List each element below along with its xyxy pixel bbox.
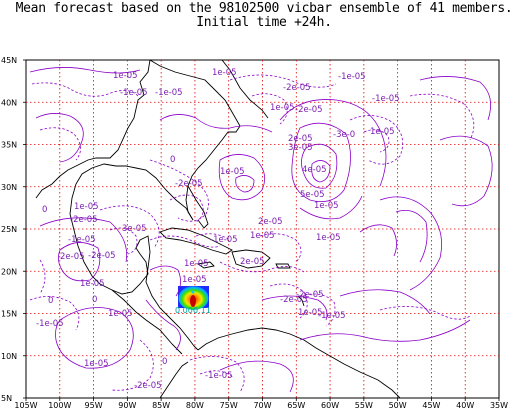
- contour-label: 1e-05: [250, 231, 275, 241]
- contour-label: -1e-05: [210, 235, 238, 245]
- contour-label: -1e-05: [155, 88, 183, 98]
- lat-tick-label: 45N: [1, 56, 17, 65]
- lon-tick-label: 40W: [456, 401, 474, 410]
- contour-labels: 1e-05 1e-05-1e-05 -1e-05-1e-05-2e-05-1e-05…: [36, 68, 400, 391]
- lon-tick-label: 105W: [14, 401, 37, 410]
- contour-label: 0: [92, 295, 97, 305]
- contour-label: -1e-05: [120, 88, 148, 98]
- lon-tick-label: 45W: [422, 401, 440, 410]
- shade-label-high: 0.11: [193, 306, 211, 315]
- contour-label: -2e-05: [134, 381, 162, 391]
- latitude-tick-labels: 45N 40N 35N 30N 25N 20N 15N 10N 5N: [1, 56, 26, 403]
- lon-tick-label: 35W: [490, 401, 508, 410]
- lat-lon-grid: [26, 60, 499, 398]
- lon-tick-label: 95W: [85, 401, 103, 410]
- lon-tick-label: 55W: [355, 401, 373, 410]
- coastlines: [35, 60, 401, 398]
- lat-tick-label: 10N: [1, 352, 17, 361]
- contour-label: 2e-05: [240, 257, 265, 267]
- contour-label: 2e-05: [60, 252, 85, 262]
- contour-label: 2e-05: [288, 134, 313, 144]
- contour-label: 0: [170, 155, 175, 165]
- contour-label: 1e-05: [84, 359, 109, 369]
- lat-tick-label: 40N: [1, 98, 17, 107]
- contour-label: 1e-05: [74, 202, 99, 212]
- contour-label: 1e-05: [220, 167, 245, 177]
- contour-label: -1e-05: [36, 319, 64, 329]
- map-subtitle: Initial time +24h.: [196, 15, 332, 30]
- contour-label: 4e-05: [302, 165, 327, 175]
- lon-tick-label: 75W: [220, 401, 238, 410]
- contour-label: -1e-05: [338, 72, 366, 82]
- contour-label: 2e-05: [258, 217, 283, 227]
- contour-label: -1e-05: [205, 371, 233, 381]
- contour-label: -2e-05: [283, 83, 311, 93]
- lon-tick-label: 65W: [287, 401, 305, 410]
- lon-tick-label: 100W: [48, 401, 71, 410]
- contour-label: -2e-05: [296, 290, 324, 300]
- shade-label-low: 0.00: [175, 306, 193, 315]
- contour-label: 3e-05: [122, 224, 147, 234]
- contour-label: 1e-05: [184, 259, 209, 269]
- contour-label: 0: [42, 205, 47, 215]
- contour-label: -2e-05: [70, 215, 98, 225]
- longitude-tick-labels: 105W 100W 95W 90W 85W 80W 75W 70W 65W 60W 55W 50W 45…: [14, 398, 508, 410]
- contour-label: 1e-05: [113, 71, 138, 81]
- contour-label: 0: [48, 296, 53, 306]
- lon-tick-label: 50W: [389, 401, 407, 410]
- contour-label: 1e-05: [316, 233, 341, 243]
- negative-contour-lines: [29, 74, 475, 393]
- contour-label: 1e-05: [182, 275, 207, 285]
- lon-tick-label: 80W: [186, 401, 204, 410]
- lat-tick-label: 15N: [1, 310, 17, 319]
- lon-tick-label: 60W: [321, 401, 339, 410]
- lat-tick-label: 35N: [1, 141, 17, 150]
- contour-label: 0: [162, 357, 167, 367]
- contour-label: -2e-05: [88, 251, 116, 261]
- contour-label: 1e-05: [108, 309, 133, 319]
- contour-label: 1e-05: [80, 279, 105, 289]
- contour-label: 1e-05: [212, 68, 237, 78]
- lat-tick-label: 5N: [1, 394, 12, 403]
- contour-label: -3e-0: [333, 130, 355, 140]
- lat-tick-label: 25N: [1, 225, 17, 234]
- contour-lines: [29, 67, 493, 393]
- contour-label: 1e-05: [314, 201, 339, 211]
- lon-tick-label: 90W: [118, 401, 136, 410]
- lon-tick-label: 85W: [152, 401, 170, 410]
- contour-label: 5e-05: [300, 190, 325, 200]
- lon-tick-label: 70W: [253, 401, 271, 410]
- contour-label: -1e-05: [372, 94, 400, 104]
- map-title: Mean forecast based on the 98102500 vicb…: [15, 1, 513, 16]
- contour-label: -2e-05: [280, 295, 308, 305]
- contour-label: 3e-05: [288, 143, 313, 153]
- contour-label: -1e-05: [318, 311, 346, 321]
- shaded-probability-area: [178, 286, 209, 310]
- contour-label: -2e-05: [175, 179, 203, 189]
- contour-label: 1e-05: [370, 127, 395, 137]
- contour-label: 1e-05: [270, 103, 295, 113]
- contour-label: 1e-05: [298, 308, 323, 318]
- lat-tick-label: 30N: [1, 183, 17, 192]
- contour-label: -2e-05: [295, 105, 323, 115]
- contour-label: -1e-05: [68, 235, 96, 245]
- lat-tick-label: 20N: [1, 267, 17, 276]
